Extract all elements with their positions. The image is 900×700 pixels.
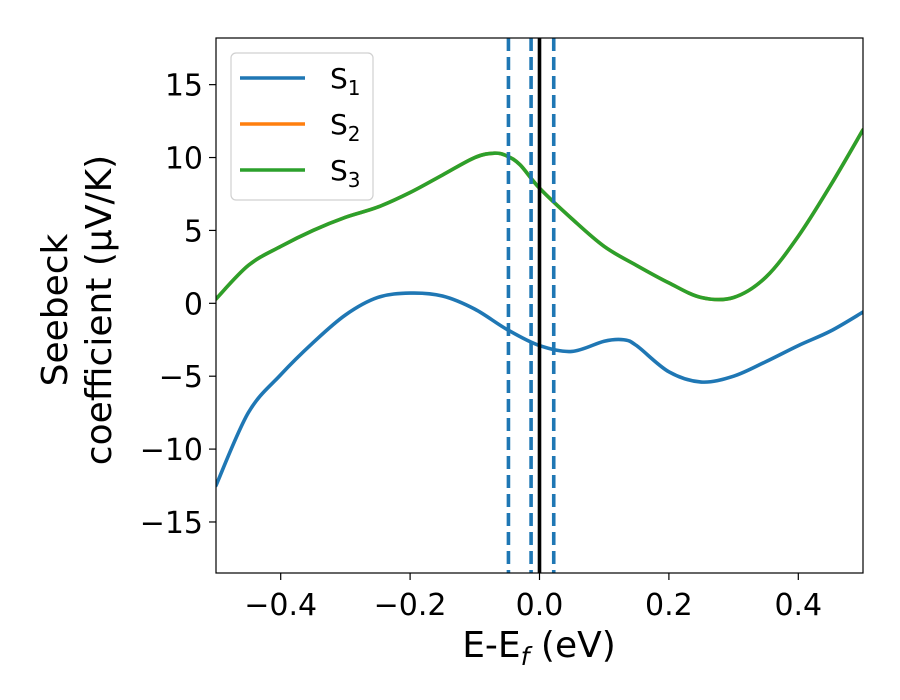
y-axis-label-line2: coefficient (μV/K) — [79, 155, 120, 465]
legend-label-s1: S1 — [330, 62, 361, 100]
x-tick-label: −0.4 — [244, 588, 317, 623]
y-axis: −15 −10 −5 0 5 10 15 — [140, 69, 216, 541]
y-tick-label: −10 — [140, 433, 203, 468]
y-tick-label: −15 — [140, 506, 203, 541]
x-tick-label: 0.4 — [774, 588, 822, 623]
x-tick-label: 0.2 — [645, 588, 693, 623]
x-axis-label-unit: (eV) — [529, 625, 615, 666]
y-axis-label-line1: Seebeck — [35, 233, 76, 386]
legend: S1 S2 S3 — [230, 52, 374, 201]
series-line-s3 — [216, 128, 863, 302]
y-tick-label: −5 — [159, 360, 203, 395]
legend-box — [230, 52, 374, 201]
x-axis-label: E-Ef (eV) — [462, 625, 616, 671]
y-tick-label: 5 — [184, 214, 203, 249]
x-tick-label: 0.0 — [516, 588, 564, 623]
legend-label-s3: S3 — [330, 154, 361, 192]
y-axis-label: Seebeck coefficient (μV/K) — [35, 155, 120, 465]
y-tick-label: 0 — [184, 287, 203, 322]
x-axis: −0.4 −0.2 0.0 0.2 0.4 — [244, 573, 822, 623]
plot-area — [216, 38, 863, 573]
y-tick-label: 10 — [165, 142, 203, 177]
legend-label-s2: S2 — [330, 108, 361, 146]
x-tick-label: −0.2 — [374, 588, 447, 623]
y-tick-label: 15 — [165, 69, 203, 104]
